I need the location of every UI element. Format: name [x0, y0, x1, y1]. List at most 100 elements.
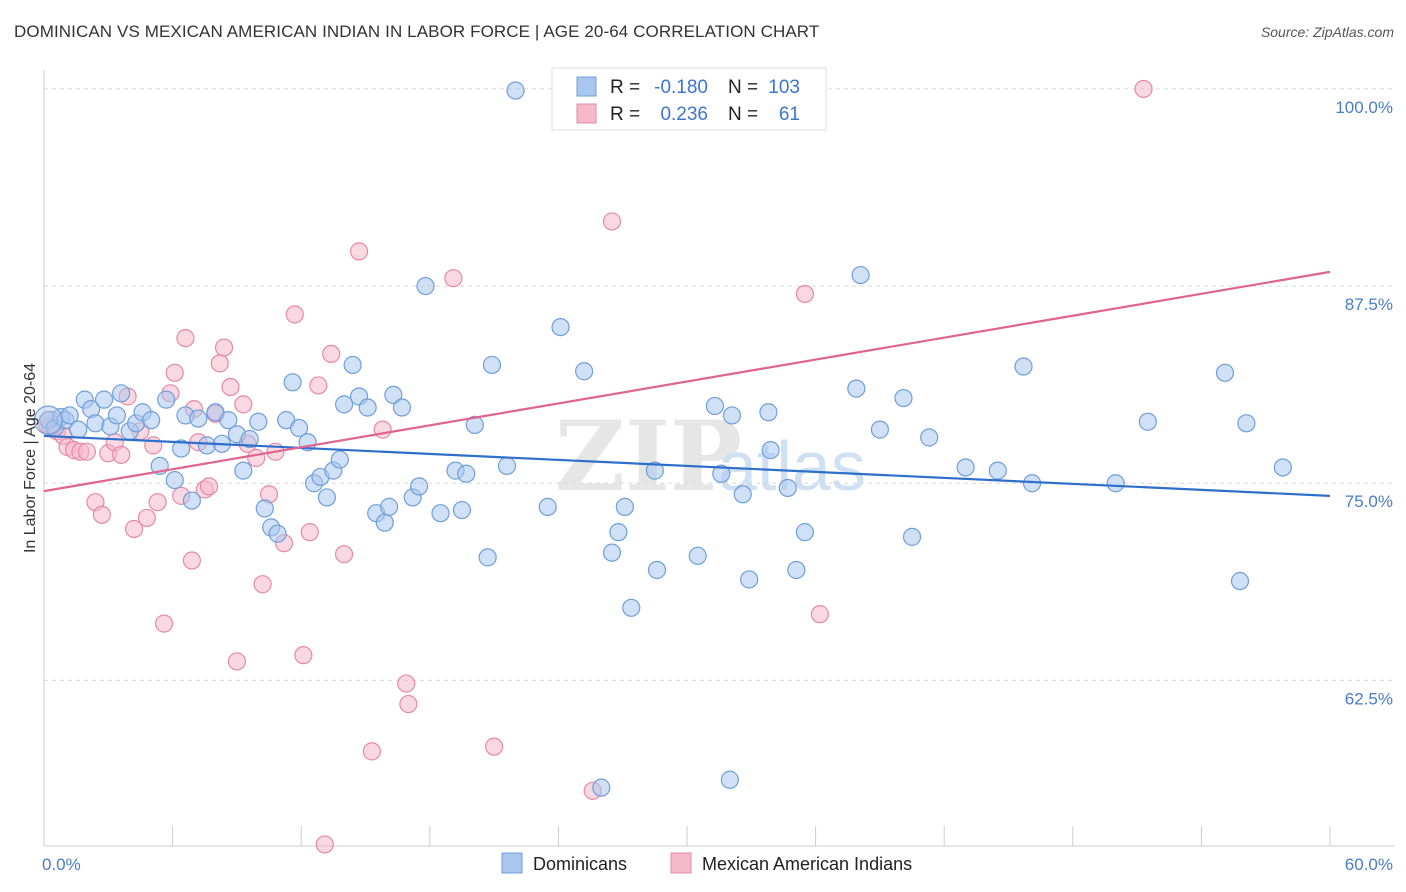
point-mexican-american-indians-56	[810, 605, 829, 624]
point-dominicans-cluster	[33, 405, 63, 435]
point-mexican-american-indians-28	[210, 354, 229, 373]
point-dominicans-82	[795, 523, 814, 542]
point-dominicans-5	[69, 420, 88, 439]
point-dominicans-70	[622, 598, 641, 617]
x-tick-label-0: 0.0%	[42, 855, 81, 874]
point-mexican-american-indians-17	[148, 493, 167, 512]
point-dominicans-88	[920, 428, 939, 447]
point-dominicans-54	[409, 477, 429, 496]
point-dominicans-79	[761, 441, 780, 460]
point-dominicans-68	[609, 523, 628, 542]
point-dominicans-71	[647, 560, 667, 580]
point-dominicans-63	[506, 81, 525, 100]
legend-n-label-2: N =	[728, 104, 758, 125]
legend-n-value-1: 103	[768, 77, 800, 98]
source-credit: Source: ZipAtlas.com	[1260, 24, 1394, 40]
point-dominicans-64	[538, 497, 557, 516]
legend-r-label-2: R =	[610, 104, 640, 125]
point-dominicans-87	[902, 527, 922, 546]
point-mexican-american-indians-22	[176, 329, 195, 348]
point-dominicans-91	[1014, 357, 1033, 376]
point-dominicans-24	[197, 436, 216, 455]
point-dominicans-29	[234, 461, 253, 480]
point-dominicans-34	[268, 524, 287, 543]
legend-swatch-mexican-american-indians	[576, 103, 597, 124]
x-ticks	[43, 826, 1331, 846]
point-dominicans-9	[94, 390, 114, 409]
point-dominicans-8	[86, 414, 105, 433]
point-dominicans-37	[289, 418, 309, 438]
trendline-mexican-american-indians	[43, 270, 1331, 493]
point-dominicans-62	[497, 456, 517, 475]
point-mexican-american-indians-46	[362, 742, 382, 761]
point-dominicans-55	[416, 276, 435, 296]
trendline-dominicans	[43, 434, 1331, 497]
point-dominicans-75	[722, 406, 742, 425]
point-mexican-american-indians-18	[154, 614, 174, 633]
point-dominicans-99	[457, 464, 476, 483]
point-dominicans-51	[384, 385, 403, 405]
point-dominicans-49	[375, 513, 394, 532]
point-mexican-american-indians-48	[397, 674, 416, 693]
y-tick-label-2: 75.0%	[1345, 492, 1393, 511]
point-mexican-american-indians-44	[334, 545, 354, 564]
point-dominicans-90	[988, 461, 1007, 480]
point-dominicans-47	[358, 398, 377, 417]
point-mexican-american-indians-42	[309, 376, 328, 395]
point-dominicans-56	[431, 504, 450, 523]
point-dominicans-61	[482, 355, 502, 375]
y-tick-labels: 100.0% 87.5% 75.0% 62.5%	[1335, 98, 1393, 708]
point-dominicans-66	[575, 362, 594, 381]
point-mexican-american-indians-16	[144, 436, 163, 455]
x-tick-labels: 0.0% 60.0%	[42, 855, 1393, 874]
point-dominicans-60	[478, 548, 497, 567]
legend-r-value-1: -0.180	[654, 77, 708, 98]
bottom-legend-swatch-dominicans	[501, 852, 523, 874]
point-dominicans-96	[1230, 571, 1250, 591]
point-mexican-american-indians-52	[602, 212, 622, 231]
point-dominicans-30	[240, 429, 259, 449]
point-dominicans-27	[219, 411, 238, 430]
point-dominicans-69	[615, 497, 634, 516]
y-tick-label-3: 62.5%	[1345, 689, 1393, 708]
point-dominicans-86	[894, 388, 913, 408]
bottom-legend-label-mexican-american-indians: Mexican American Indians	[702, 854, 912, 874]
point-mexican-american-indians-43	[322, 344, 341, 364]
point-dominicans-85	[870, 420, 890, 439]
grid-lines	[44, 88, 1394, 681]
point-dominicans-20	[172, 439, 191, 458]
point-mexican-american-indians-34	[247, 448, 266, 468]
point-dominicans-101	[645, 461, 664, 480]
point-mexican-american-indians-59	[399, 694, 418, 714]
point-dominicans-102	[720, 770, 739, 789]
point-dominicans-89	[956, 458, 975, 477]
point-mexican-american-indians-23	[182, 551, 201, 570]
point-mexican-american-indians-45	[349, 242, 369, 261]
point-dominicans-72	[688, 546, 707, 565]
point-dominicans-80	[778, 478, 797, 498]
point-dominicans-95	[1215, 363, 1235, 382]
point-dominicans-31	[249, 412, 268, 431]
point-mexican-american-indians-49	[444, 269, 463, 288]
point-dominicans-58	[452, 500, 472, 520]
point-mexican-american-indians-58	[315, 835, 334, 854]
point-dominicans-83	[847, 379, 866, 398]
correlation-legend: R = -0.180 N = 103 R = 0.236 N = 61	[551, 67, 827, 131]
point-dominicans-78	[759, 403, 778, 422]
legend-r-label-1: R =	[610, 77, 640, 98]
point-dominicans-19	[165, 470, 184, 490]
point-dominicans-67	[602, 543, 622, 562]
point-mexican-american-indians-57	[1134, 79, 1153, 99]
y-axis-label: In Labor Force | Age 20-64	[22, 363, 39, 553]
point-dominicans-43	[330, 450, 349, 469]
point-mexican-american-indians-13	[124, 519, 144, 539]
legend-r-value-2: 0.236	[660, 104, 708, 125]
point-dominicans-16	[142, 411, 161, 430]
point-dominicans-52	[392, 398, 412, 417]
point-dominicans-32	[255, 499, 274, 518]
point-dominicans-22	[182, 491, 201, 510]
point-mexican-american-indians-31	[227, 652, 246, 671]
point-dominicans-12	[112, 384, 131, 403]
point-dominicans-50	[379, 497, 399, 516]
point-mexican-american-indians-6	[77, 442, 96, 461]
